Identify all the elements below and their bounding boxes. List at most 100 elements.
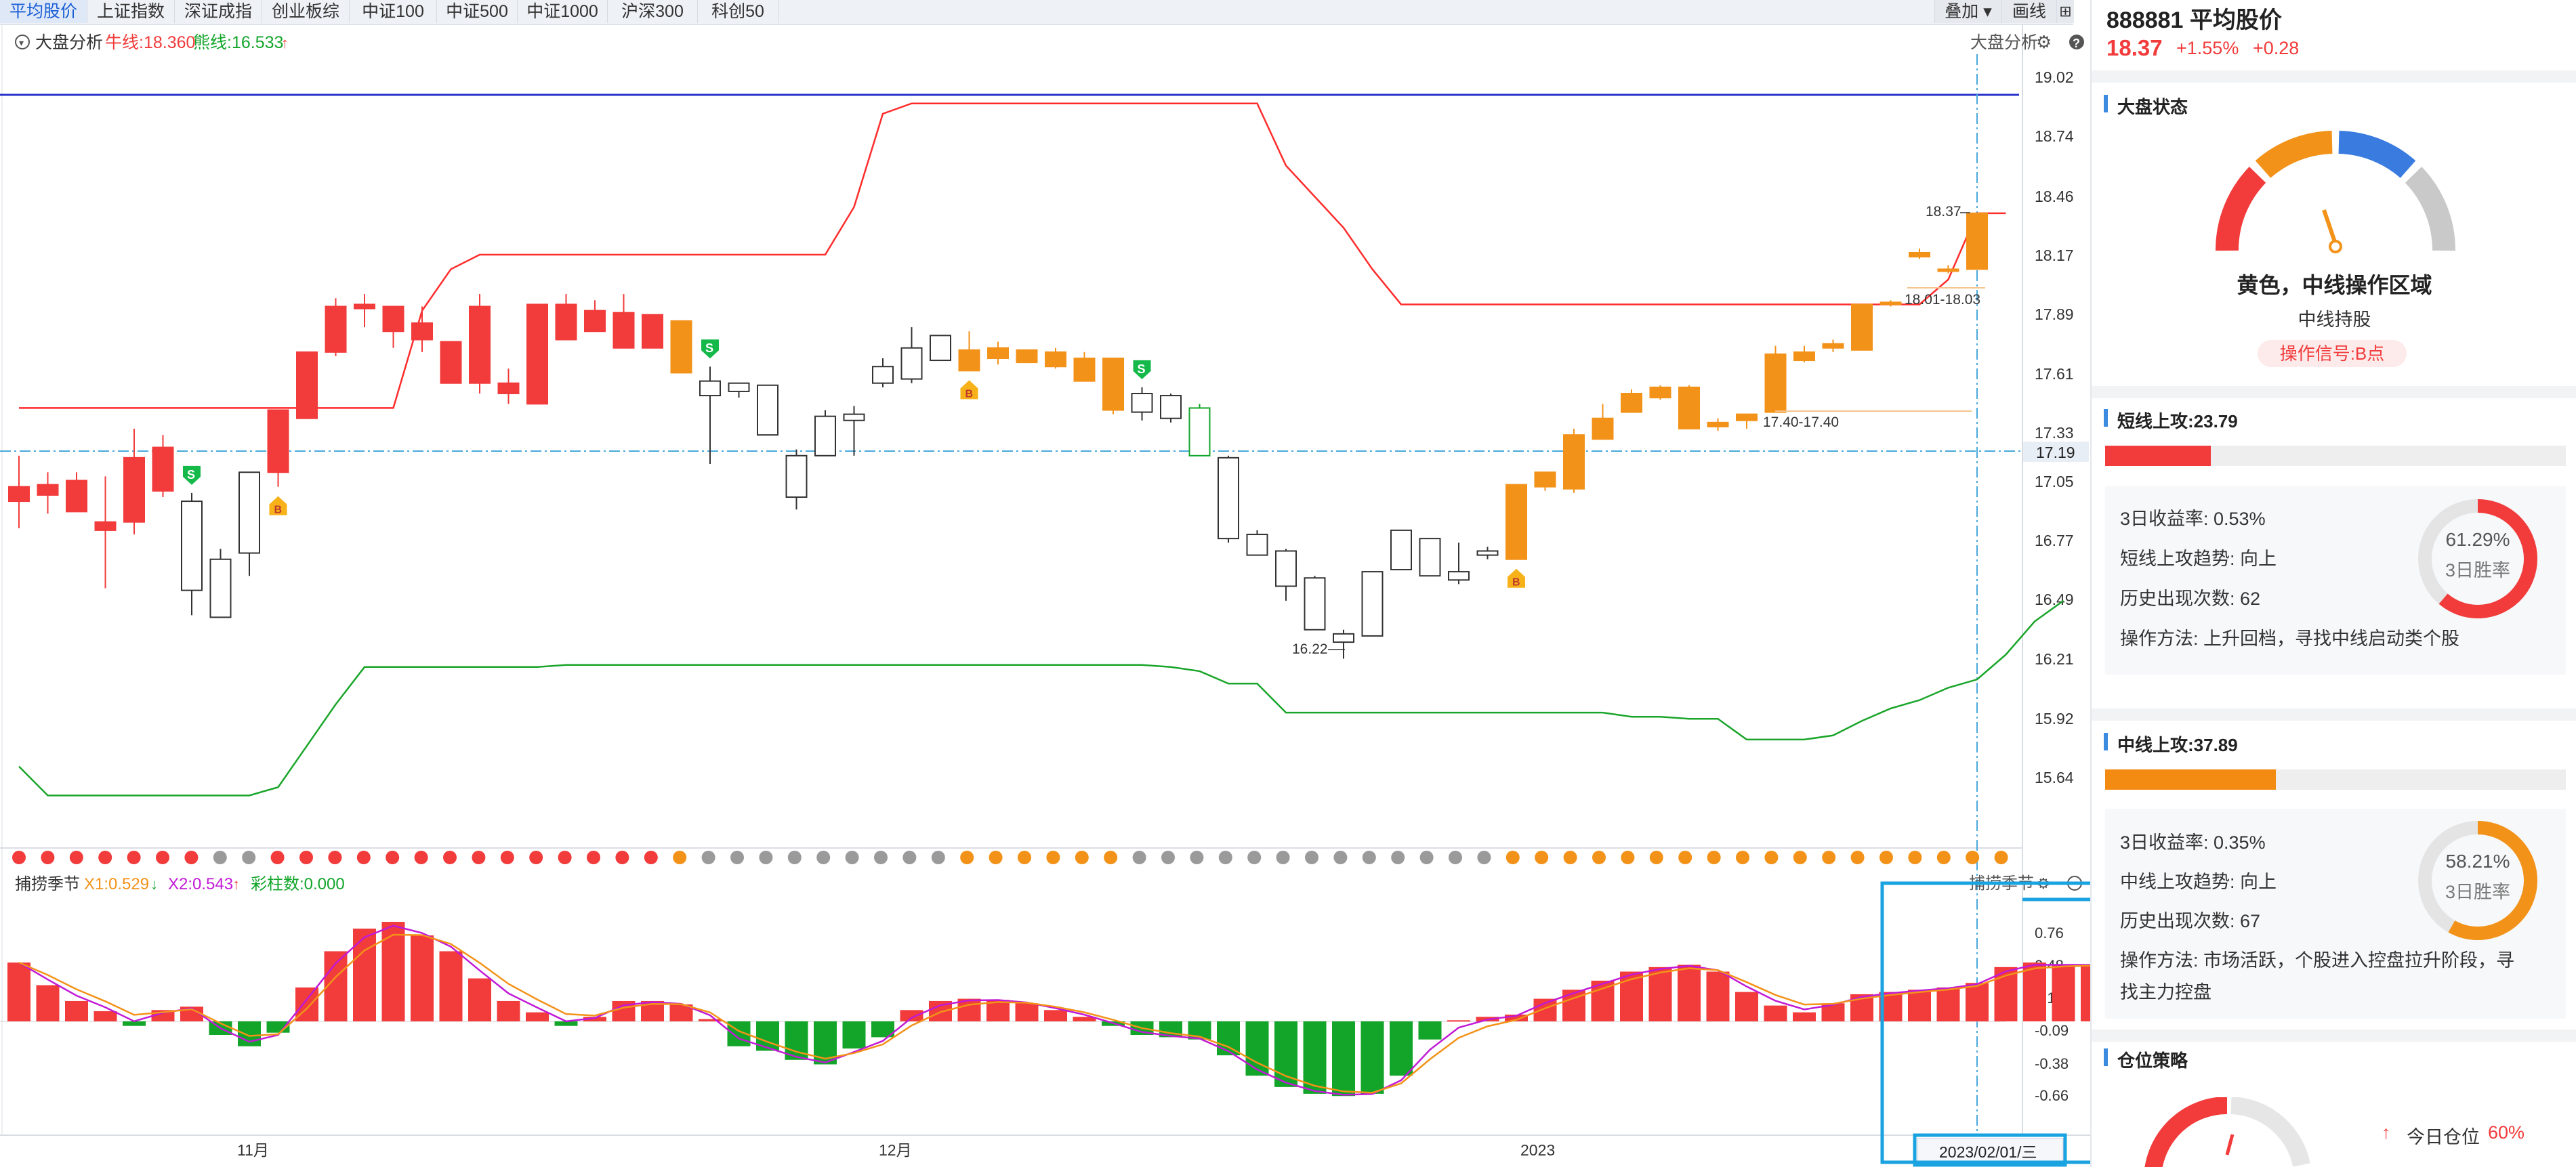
signal-dot xyxy=(701,851,715,864)
candle-body xyxy=(1448,571,1470,581)
pct-change: +1.55% xyxy=(2176,38,2239,58)
osc-bar xyxy=(1217,1021,1240,1056)
osc-tick: -0.38 xyxy=(2035,1055,2069,1072)
candle-body xyxy=(1073,357,1096,382)
overlay-button[interactable]: 叠加 ▾ xyxy=(1934,0,2001,23)
collapse-icon[interactable] xyxy=(15,35,30,49)
draw-line-button[interactable]: 画线 xyxy=(2001,0,2056,23)
candle-body xyxy=(642,314,663,349)
signal-dot xyxy=(500,851,514,864)
short-method: 操作方法: 上升回档，寻找中线启动类个股 xyxy=(2120,629,2460,649)
candle-body xyxy=(1649,386,1671,399)
osc-bar xyxy=(1044,1010,1067,1021)
candle-body xyxy=(1275,550,1297,587)
signal-dot xyxy=(1535,851,1549,864)
layout-icon[interactable]: ⊞ xyxy=(2056,0,2074,23)
gauge-grey-segment xyxy=(2405,167,2456,251)
osc-bar xyxy=(1447,1020,1470,1022)
market-state-title: 大盘状态 xyxy=(2117,97,2188,117)
candle-body xyxy=(152,446,174,492)
signal-dot xyxy=(41,851,55,864)
signal-dot xyxy=(816,851,831,864)
osc-bar xyxy=(1966,983,1989,1021)
signal-dot xyxy=(1793,851,1807,864)
signal-dot xyxy=(1649,851,1663,864)
cursor-price-label: 17.19 xyxy=(2036,444,2075,461)
bear-up-arrow-icon: ↑ xyxy=(281,35,289,51)
x1-down-arrow-icon: ↓ xyxy=(150,876,158,893)
signal-dot xyxy=(1936,851,1951,864)
signal-dot xyxy=(730,851,744,864)
mid-win-rate-label: 3日胜率 xyxy=(2445,882,2511,902)
cursor-date-box xyxy=(1917,1138,2064,1165)
oscillator-bars xyxy=(0,922,2090,1097)
osc-bar xyxy=(554,1021,578,1026)
candle-body xyxy=(699,380,721,397)
tab-csi300[interactable]: 沪深300 xyxy=(608,0,698,23)
buy-signal-label: B xyxy=(965,388,974,400)
range-top-annotation: 18.01-18.03 xyxy=(1905,292,1980,307)
candle-body xyxy=(843,413,865,421)
sell-signal-label: S xyxy=(1138,362,1146,376)
candle-body xyxy=(1390,529,1412,571)
sell-signal-icon xyxy=(701,339,719,359)
signal-dot xyxy=(529,851,543,864)
osc-bar xyxy=(756,1021,779,1051)
mid-attack-bar-track xyxy=(2105,769,2566,790)
low-price-annotation: 16.22 xyxy=(1292,641,1328,657)
mid-trend: 中线上攻趋势: 向上 xyxy=(2120,872,2277,892)
short-attack-title: 短线上攻:23.79 xyxy=(2117,411,2238,431)
candle-body xyxy=(1966,212,1988,270)
osc-bar xyxy=(1245,1021,1269,1076)
position-gauge-fill xyxy=(2144,1097,2228,1167)
candle-body xyxy=(1678,386,1700,430)
last-price: 18.37 xyxy=(2106,35,2163,60)
candle-body xyxy=(1304,577,1326,631)
short-win-rate-ring xyxy=(2418,499,2537,618)
signal-dot xyxy=(1333,851,1348,864)
short-win-rate-value: 61.29% xyxy=(2445,529,2510,550)
signal-dot xyxy=(673,851,687,864)
tab-csi100[interactable]: 中证100 xyxy=(350,0,437,23)
settings-gear-icon[interactable]: ⚙ xyxy=(2036,32,2052,52)
signal-dot xyxy=(1190,851,1204,864)
signal-dot xyxy=(242,851,256,864)
sell-signal-label: S xyxy=(705,341,713,355)
osc-bar xyxy=(1274,1021,1297,1087)
chart-area[interactable]: ▾ 大盘分析 牛线:18.360 熊线:16.533 ↑ 大盘分析 ⚙ ? 19… xyxy=(0,24,2090,1167)
osc-bar xyxy=(1591,980,1615,1021)
osc-bar xyxy=(7,962,30,1021)
section-marker xyxy=(2104,409,2108,427)
tab-shenzhen[interactable]: 深证成指 xyxy=(175,0,262,23)
help-icon[interactable] xyxy=(2069,35,2084,49)
tab-shanghai[interactable]: 上证指数 xyxy=(87,0,175,23)
mid-3day-return: 3日收益率: 0.35% xyxy=(2120,832,2266,853)
price-tick: 17.61 xyxy=(2035,365,2074,383)
tab-csi1000[interactable]: 中证1000 xyxy=(518,0,608,23)
highlight-box-cursor-date xyxy=(1913,1133,2067,1167)
candle-body xyxy=(469,305,491,384)
candle-body xyxy=(267,409,289,473)
tab-csi500[interactable]: 中证500 xyxy=(437,0,518,23)
candle-body xyxy=(238,471,260,554)
tab-avg-price[interactable]: 平均股价 xyxy=(0,0,87,23)
osc-bar xyxy=(699,1019,722,1021)
signal-dot xyxy=(12,851,26,864)
signal-dot xyxy=(759,851,773,864)
osc-bar xyxy=(1562,990,1585,1021)
gauge-red-segment xyxy=(2215,167,2266,251)
tab-star50[interactable]: 科创50 xyxy=(698,0,778,23)
candle-body xyxy=(94,521,117,531)
osc-bar xyxy=(439,951,463,1021)
candle-body xyxy=(1592,417,1614,440)
signal-dot xyxy=(1707,851,1721,864)
x2-value: X2:0.543 xyxy=(168,875,233,893)
price-tick: 17.05 xyxy=(2035,473,2074,490)
osc-bar xyxy=(1360,1021,1384,1094)
bear-line xyxy=(18,599,2064,797)
gauge-needle xyxy=(2322,209,2338,245)
tab-chinext[interactable]: 创业板综 xyxy=(262,0,350,23)
candle-body xyxy=(1131,392,1153,413)
candle-body xyxy=(181,501,203,591)
candle-body xyxy=(1505,484,1527,560)
